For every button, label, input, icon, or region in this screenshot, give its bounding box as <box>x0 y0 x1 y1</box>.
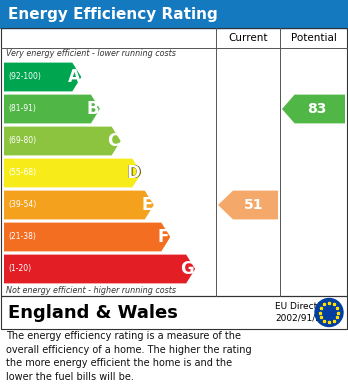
Text: (55-68): (55-68) <box>8 169 36 178</box>
Polygon shape <box>282 95 345 124</box>
Polygon shape <box>4 222 170 251</box>
Text: E: E <box>141 196 153 214</box>
Polygon shape <box>4 159 141 187</box>
Text: D: D <box>127 163 140 181</box>
Text: EU Directive
2002/91/EC: EU Directive 2002/91/EC <box>275 302 331 323</box>
Text: 51: 51 <box>244 198 264 212</box>
Text: D: D <box>127 164 141 182</box>
Polygon shape <box>4 95 100 124</box>
Polygon shape <box>4 63 81 91</box>
Text: B: B <box>86 100 99 118</box>
Text: D: D <box>126 164 140 182</box>
Text: England & Wales: England & Wales <box>8 303 178 321</box>
Text: Very energy efficient - lower running costs: Very energy efficient - lower running co… <box>6 49 176 58</box>
Text: (69-80): (69-80) <box>8 136 36 145</box>
Polygon shape <box>4 255 195 283</box>
Text: (1-20): (1-20) <box>8 264 31 273</box>
Bar <box>0 0 348 28</box>
Text: The energy efficiency rating is a measure of the
overall efficiency of a home. T: The energy efficiency rating is a measur… <box>6 331 252 382</box>
Text: G: G <box>180 260 194 278</box>
Polygon shape <box>218 190 278 219</box>
Text: (21-38): (21-38) <box>8 233 36 242</box>
Bar <box>1 296 347 329</box>
Text: D: D <box>127 164 140 182</box>
Text: D: D <box>127 165 140 183</box>
Text: Potential: Potential <box>291 33 337 43</box>
Text: Energy Efficiency Rating: Energy Efficiency Rating <box>8 7 218 22</box>
Text: 83: 83 <box>307 102 326 116</box>
Text: (39-54): (39-54) <box>8 201 36 210</box>
Text: A: A <box>68 68 80 86</box>
Text: F: F <box>158 228 169 246</box>
Circle shape <box>315 298 343 326</box>
Bar <box>1 28 347 296</box>
Text: Current: Current <box>228 33 268 43</box>
Polygon shape <box>4 127 121 155</box>
Polygon shape <box>4 190 154 219</box>
Text: (81-91): (81-91) <box>8 104 36 113</box>
Text: C: C <box>108 132 120 150</box>
Text: (92-100): (92-100) <box>8 72 41 81</box>
Text: Not energy efficient - higher running costs: Not energy efficient - higher running co… <box>6 286 176 295</box>
